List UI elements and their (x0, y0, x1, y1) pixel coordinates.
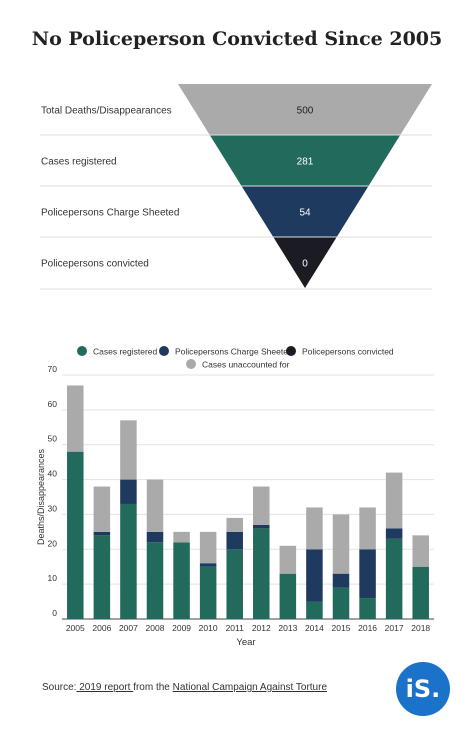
x-tick-label: 2014 (305, 623, 324, 633)
funnel-label-policepersons-charge-sheeted: Policepersons Charge Sheeted (41, 208, 179, 219)
x-tick-label: 2017 (385, 623, 404, 633)
x-tick-label: 2011 (226, 623, 245, 633)
bar-cases-registered-2017 (385, 538, 403, 619)
bar-policepersons-charge-sheeted-2015 (332, 573, 350, 588)
x-axis-label: Year (236, 637, 255, 648)
bar-cases-registered-2012 (253, 528, 270, 619)
x-tick-label: 2005 (66, 623, 85, 633)
legend-label-cases-unaccounted-for: Cases unaccounted for (202, 360, 290, 370)
bar-cases-unaccounted-for-2010 (199, 531, 217, 564)
funnel-segment-cases-registered (209, 135, 401, 186)
bar-policepersons-charge-sheeted-2016 (359, 549, 376, 599)
bar-cases-unaccounted-for-2011 (226, 517, 243, 532)
bar-policepersons-charge-sheeted-2012 (253, 524, 270, 529)
x-tick-label: 2016 (358, 623, 377, 633)
bar-cases-registered-2018 (412, 566, 429, 619)
bar-cases-unaccounted-for-2008 (146, 479, 164, 532)
funnel-segment-policepersons-convicted (273, 237, 337, 288)
funnel-label-total-deaths-disappearances: Total Deaths/Disappearances (41, 106, 172, 117)
bar-policepersons-charge-sheeted-2011 (226, 531, 243, 550)
bar-policepersons-charge-sheeted-2006 (93, 531, 111, 536)
funnel-label-cases-registered: Cases registered (41, 157, 117, 168)
bar-cases-registered-2016 (359, 598, 376, 619)
y-tick-label: 0 (52, 608, 57, 618)
bar-cases-unaccounted-for-2017 (385, 472, 403, 529)
ncat-link[interactable]: National Campaign Against Torture (172, 682, 328, 693)
y-tick-label: 40 (48, 469, 58, 479)
y-tick-label: 20 (48, 538, 58, 548)
bar-policepersons-charge-sheeted-2014 (306, 549, 323, 602)
funnel-value: 0 (302, 259, 308, 270)
legend-label-policepersons-charge-sheeted: Policepersons Charge Sheeted (175, 347, 293, 357)
legend-label-cases-registered: Cases registered (93, 347, 158, 357)
bar-cases-registered-2015 (332, 587, 350, 619)
y-tick-label: 50 (48, 434, 58, 444)
y-tick-label: 60 (48, 399, 58, 409)
funnel-segment-policepersons-charge-sheeted (241, 186, 369, 237)
y-tick-label: 10 (48, 573, 58, 583)
bar-cases-unaccounted-for-2018 (412, 535, 429, 567)
y-axis-label: Deaths/Disappearances (36, 448, 46, 545)
bar-cases-unaccounted-for-2016 (359, 507, 376, 550)
funnel-value: 500 (297, 106, 314, 117)
legend-label-policepersons-convicted: Policepersons convicted (302, 347, 394, 357)
legend-swatch-cases-registered (77, 346, 87, 356)
legend-swatch-policepersons-convicted (286, 346, 296, 356)
bar-cases-unaccounted-for-2015 (332, 514, 350, 574)
funnel-chart: Total Deaths/Disappearances 500 Cases regi… (40, 84, 432, 290)
stacked-bar-chart: Cases registered Policepersons Charge She… (36, 346, 434, 648)
bar-cases-unaccounted-for-2005 (67, 385, 84, 452)
source-middle: from the (133, 682, 173, 693)
bar-policepersons-charge-sheeted-2017 (385, 528, 403, 539)
funnel-value: 54 (299, 208, 311, 219)
funnel-label-policepersons-convicted: Policepersons convicted (41, 259, 149, 270)
source-prefix: Source: (42, 682, 77, 693)
legend-swatch-cases-unaccounted-for (186, 359, 196, 369)
x-tick-label: 2010 (199, 623, 218, 633)
bar-cases-registered-2009 (173, 542, 190, 619)
legend-swatch-policepersons-charge-sheeted (159, 346, 169, 356)
bar-cases-registered-2013 (279, 573, 297, 619)
x-tick-label: 2012 (252, 623, 271, 633)
funnel-segment-total-deaths-disappearances (178, 84, 432, 135)
bar-cases-registered-2006 (93, 535, 111, 619)
bar-cases-unaccounted-for-2012 (253, 486, 270, 525)
x-tick-label: 2018 (411, 623, 430, 633)
x-tick-label: 2007 (119, 623, 138, 633)
chart-title: No Policeperson Convicted Since 2005 (31, 28, 443, 50)
x-tick-label: 2013 (278, 623, 297, 633)
x-tick-label: 2009 (172, 623, 191, 633)
bar-policepersons-charge-sheeted-2007 (120, 479, 137, 504)
bar-cases-registered-2008 (146, 542, 164, 619)
bar-cases-unaccounted-for-2009 (173, 531, 190, 543)
report-link[interactable]: 2019 report (76, 682, 134, 693)
bar-policepersons-charge-sheeted-2008 (146, 531, 164, 543)
bar-cases-registered-2007 (120, 503, 137, 619)
bar-cases-unaccounted-for-2014 (306, 507, 323, 550)
bar-cases-unaccounted-for-2007 (120, 420, 137, 480)
bar-cases-registered-2005 (67, 451, 84, 619)
bar-cases-registered-2010 (199, 566, 217, 619)
bar-cases-unaccounted-for-2013 (279, 545, 297, 574)
x-tick-label: 2015 (332, 623, 351, 633)
x-tick-label: 2006 (92, 623, 111, 633)
bar-cases-unaccounted-for-2006 (93, 486, 111, 532)
bar-policepersons-charge-sheeted-2010 (199, 563, 217, 567)
funnel-value: 281 (297, 157, 314, 168)
bar-cases-registered-2011 (226, 549, 243, 619)
y-tick-label: 30 (48, 503, 58, 513)
site-logo: iS. (396, 662, 450, 716)
source-line: Source: 2019 report from the National Ca… (42, 682, 327, 693)
bar-cases-registered-2014 (306, 601, 323, 619)
y-tick-label: 70 (48, 364, 58, 374)
x-tick-label: 2008 (146, 623, 165, 633)
